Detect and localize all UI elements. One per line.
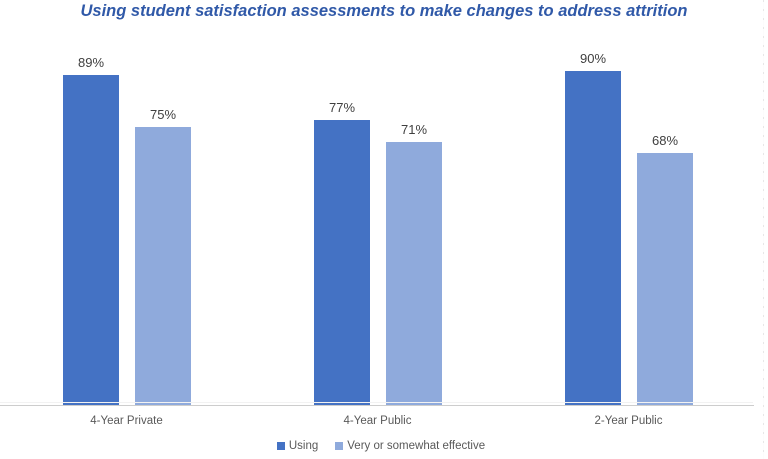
category-label-1: 4-Year Public <box>343 414 412 427</box>
data-label-effective-0: 75% <box>149 107 177 123</box>
legend-item-label: Using <box>288 440 319 452</box>
bar-effective-1 <box>386 141 442 406</box>
legend-item-using: Using <box>276 440 319 452</box>
legend-swatch-icon <box>276 442 285 450</box>
category-label-2: 2-Year Public <box>594 414 663 427</box>
data-label-effective-2: 68% <box>651 133 679 149</box>
legend-item-effective: Very or somewhat effective <box>335 440 485 452</box>
data-label-effective-1: 71% <box>400 121 428 137</box>
bar-effective-0 <box>135 127 191 406</box>
bar-using-0 <box>63 74 119 406</box>
data-label-using-1: 77% <box>328 99 356 115</box>
bar-using-2 <box>565 71 621 406</box>
x-axis-line <box>0 404 754 407</box>
legend-item-label: Very or somewhat effective <box>347 440 486 452</box>
legend-swatch-icon <box>335 442 344 450</box>
data-label-using-0: 89% <box>77 54 105 70</box>
page-edge-dotted-line <box>763 0 764 459</box>
category-label-0: 4-Year Private <box>90 414 163 427</box>
legend: Using Very or somewhat effective <box>0 440 765 452</box>
bar-using-1 <box>314 119 370 406</box>
bar-effective-2 <box>637 153 693 406</box>
axis-ghost-line <box>0 401 753 403</box>
data-label-using-2: 90% <box>579 51 607 67</box>
chart-title: Using student satisfaction assessments t… <box>80 2 688 20</box>
